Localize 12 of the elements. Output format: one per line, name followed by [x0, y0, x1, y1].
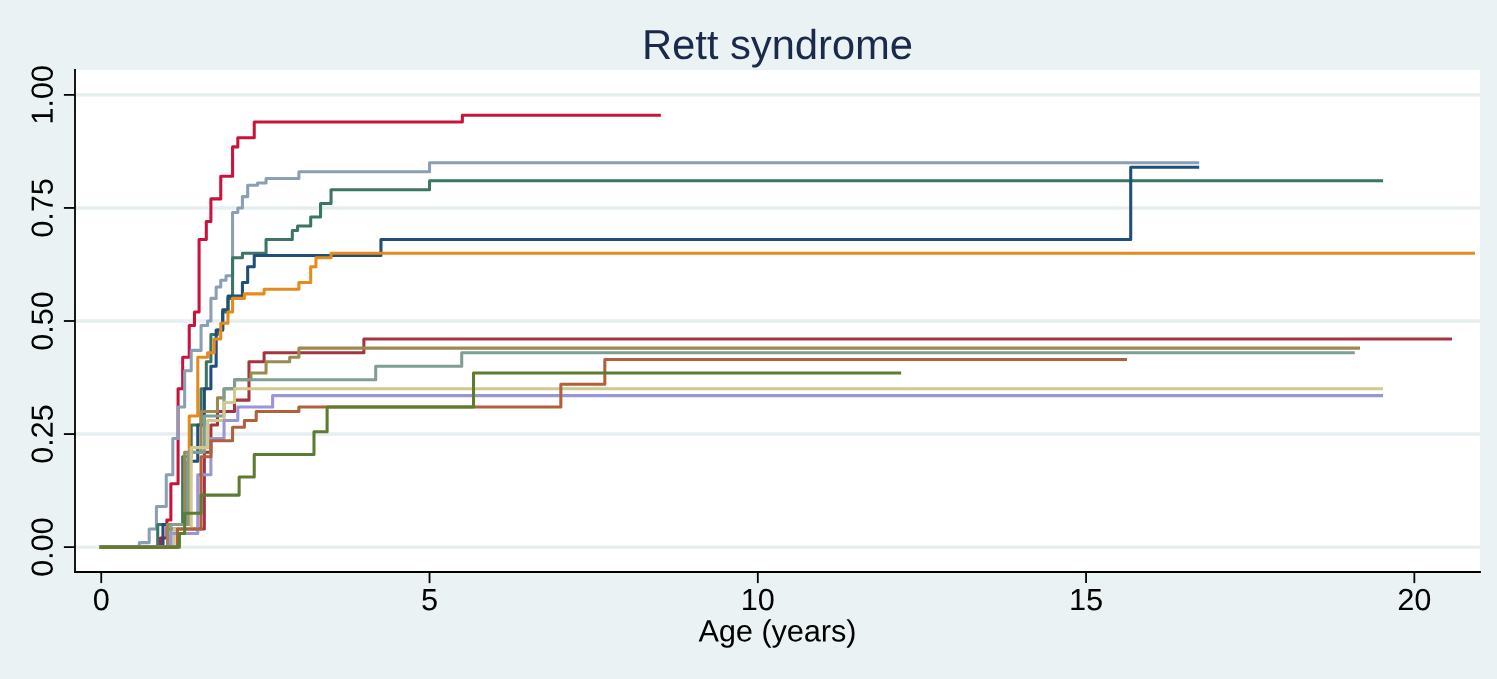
y-tick-label: 0.50 — [31, 292, 53, 350]
x-axis-title: Age (years) — [698, 619, 855, 648]
y-tick-label: 1.00 — [31, 66, 53, 123]
y-tick-label: 0.75 — [31, 179, 53, 237]
x-tick-label: 10 — [743, 588, 774, 611]
x-tick-label: 0 — [93, 588, 109, 611]
x-tick-label: 20 — [1398, 588, 1431, 611]
x-tick-label: 5 — [422, 589, 437, 611]
chart-title: Rett syndrome — [645, 28, 912, 68]
x-tick-label: 15 — [1071, 589, 1102, 611]
y-tick-label: 0.25 — [31, 405, 53, 463]
y-tick-label: 0.00 — [31, 518, 53, 576]
